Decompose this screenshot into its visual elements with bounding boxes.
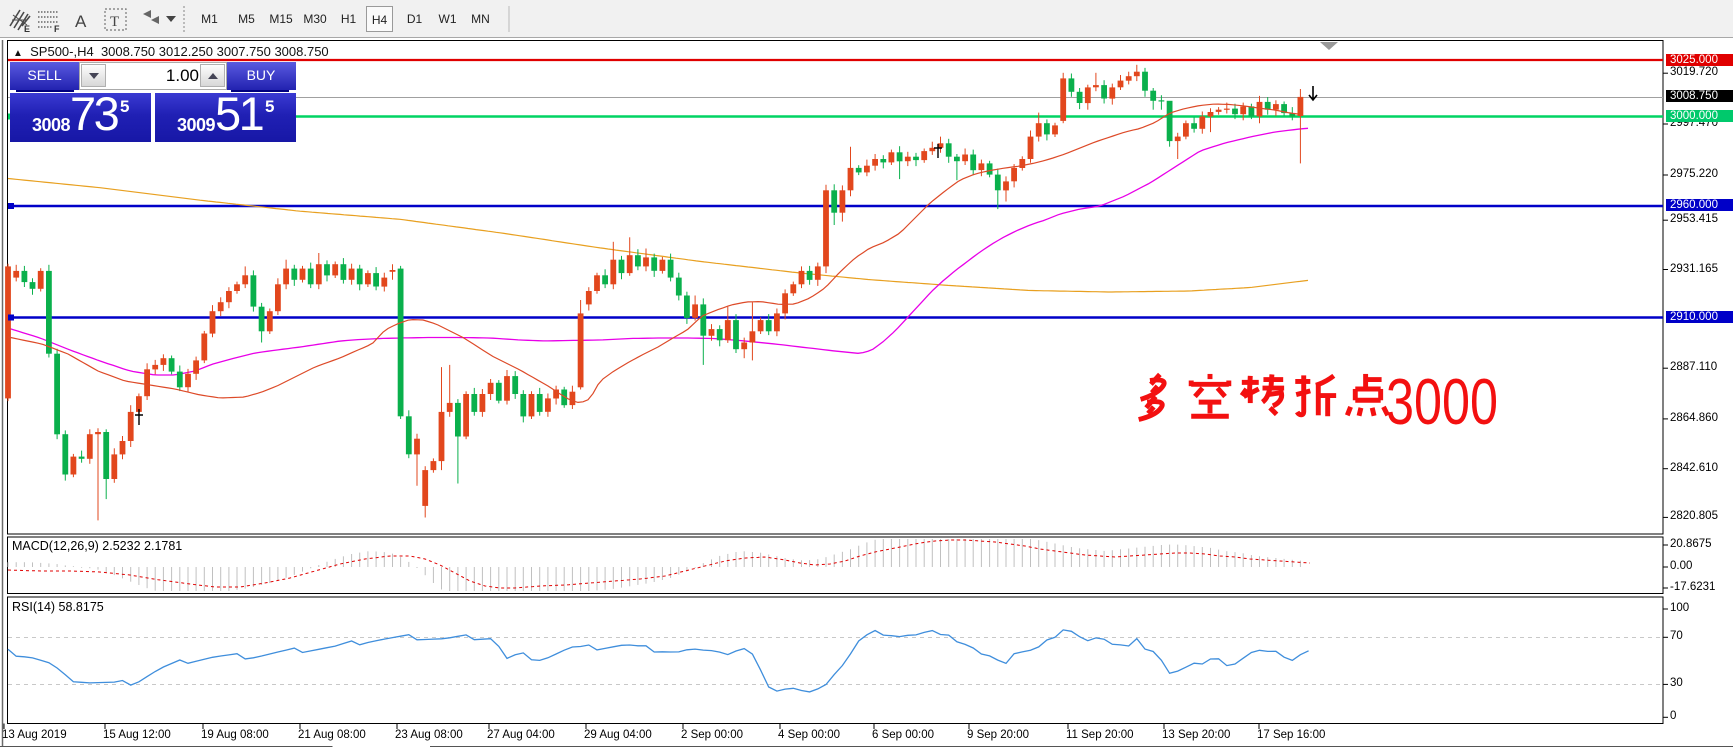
svg-text:E: E <box>24 24 30 34</box>
svg-text:3000: 3000 <box>1386 365 1498 438</box>
svg-text:F: F <box>54 24 60 34</box>
svg-text:A: A <box>75 12 87 31</box>
svg-text:T: T <box>110 14 119 30</box>
